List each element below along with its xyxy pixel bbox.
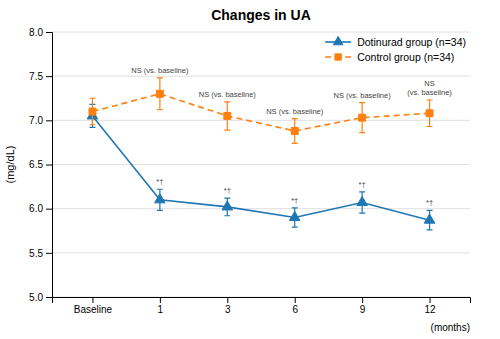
- annotation: *†: [156, 177, 163, 186]
- x-tick: 9: [360, 297, 366, 315]
- y-tick-mark: [46, 120, 52, 121]
- x-tick: 12: [424, 297, 436, 315]
- error-bar: [89, 98, 95, 125]
- marker: [222, 201, 233, 210]
- annotation: NS (vs. baseline): [266, 107, 324, 116]
- x-tick-mark: [92, 297, 93, 303]
- y-tick: 5.5: [29, 248, 52, 259]
- y-tick: 5.0: [29, 292, 52, 303]
- x-tick-label: 1: [158, 304, 164, 315]
- annotation: NS (vs. baseline): [131, 66, 189, 75]
- error-bar: [157, 78, 163, 110]
- y-tick-label: 7.5: [29, 71, 43, 82]
- error-bar: [292, 119, 298, 144]
- series: [89, 78, 433, 143]
- y-tick-mark: [46, 76, 52, 77]
- y-tick-mark: [46, 165, 52, 166]
- annotation: *†: [359, 180, 366, 189]
- y-axis-line: [46, 33, 53, 298]
- y-tick-mark: [46, 32, 52, 33]
- y-tick-label: 8.0: [29, 27, 43, 38]
- y-tick-label: 5.5: [29, 248, 43, 259]
- chart-svg: 5.05.56.06.57.07.58.0Baseline136912*†*†*…: [0, 0, 500, 339]
- marker: [224, 112, 231, 119]
- data-marks: [87, 78, 435, 230]
- annotation: *†: [224, 186, 231, 195]
- y-tick-mark: [46, 297, 52, 298]
- legend: Dotinurad group (n=34) Control group (n=3…: [325, 36, 466, 63]
- series-line: [92, 116, 429, 220]
- marker: [156, 90, 163, 97]
- marker: [89, 108, 96, 115]
- annotation: *†: [426, 198, 433, 207]
- annotation: *†: [291, 196, 298, 205]
- y-axis-title: (mg/dL): [4, 146, 16, 184]
- marker: [359, 114, 366, 121]
- x-tick: 3: [225, 297, 231, 315]
- y-axis: 5.0 5.5 6.0 6.5 7.0 7.5 8.0: [29, 27, 52, 303]
- x-tick: 1: [158, 297, 164, 315]
- grid-line: [52, 164, 470, 165]
- y-tick-mark: [46, 209, 52, 210]
- x-axis: Baseline 1 3 6 9 12: [53, 297, 471, 315]
- x-tick: Baseline: [74, 297, 113, 315]
- x-tick-label: 12: [424, 304, 436, 315]
- y-tick-label: 5.0: [29, 292, 43, 303]
- marker: [291, 127, 298, 134]
- grid-line: [52, 252, 470, 253]
- x-tick-label: 3: [225, 304, 231, 315]
- error-bar: [359, 103, 365, 133]
- y-tick: 6.0: [29, 203, 52, 214]
- grid-line: [52, 120, 470, 121]
- x-tick-mark: [227, 297, 228, 303]
- y-tick: 6.5: [29, 159, 52, 170]
- annotation: NS(vs. baseline): [407, 79, 452, 97]
- legend-label: Dotinurad group (n=34): [357, 36, 466, 48]
- x-axis-title: (months): [431, 322, 470, 333]
- y-tick: 8.0: [29, 27, 52, 38]
- legend-label: Control group (n=34): [357, 51, 454, 63]
- x-tick-mark: [362, 297, 363, 303]
- marker: [289, 211, 300, 220]
- legend-marker: [335, 54, 341, 60]
- plot: 5.05.56.06.57.07.58.0Baseline136912*†*†*…: [29, 27, 470, 315]
- legend-marker: [333, 36, 343, 44]
- grid: [52, 32, 470, 297]
- grid-line: [52, 76, 470, 77]
- x-tick-label: 6: [292, 304, 298, 315]
- y-tick-label: 7.0: [29, 115, 43, 126]
- marker: [357, 196, 368, 205]
- error-bar: [224, 102, 230, 130]
- annotation: NS (vs. baseline): [334, 91, 392, 100]
- y-tick: 7.5: [29, 71, 52, 82]
- x-tick-mark: [160, 297, 161, 303]
- chart-container: 5.05.56.06.57.07.58.0Baseline136912*†*†*…: [0, 0, 500, 339]
- title: Changes in UA: [211, 7, 311, 23]
- annotation: NS (vs. baseline): [199, 90, 257, 99]
- legend-entry: Control group (n=34): [325, 51, 454, 63]
- y-tick-label: 6.0: [29, 203, 43, 214]
- x-tick-mark: [295, 297, 296, 303]
- error-bar: [427, 100, 433, 127]
- x-axis-line: [53, 298, 471, 304]
- y-tick-label: 6.5: [29, 159, 43, 170]
- x-tick-mark: [430, 297, 431, 303]
- x-tick: 6: [292, 297, 298, 315]
- y-tick-mark: [46, 253, 52, 254]
- x-tick-label: 9: [360, 304, 366, 315]
- grid-line: [52, 32, 470, 33]
- marker: [155, 194, 166, 203]
- marker: [424, 214, 435, 223]
- y-tick: 7.0: [29, 115, 52, 126]
- annotations: *† *† *† *† *† NS (vs. baseline) NS (vs. basel…: [131, 66, 452, 208]
- marker: [426, 110, 433, 117]
- x-tick-label: Baseline: [74, 304, 113, 315]
- grid-line: [52, 208, 470, 209]
- legend-entry: Dotinurad group (n=34): [325, 36, 466, 48]
